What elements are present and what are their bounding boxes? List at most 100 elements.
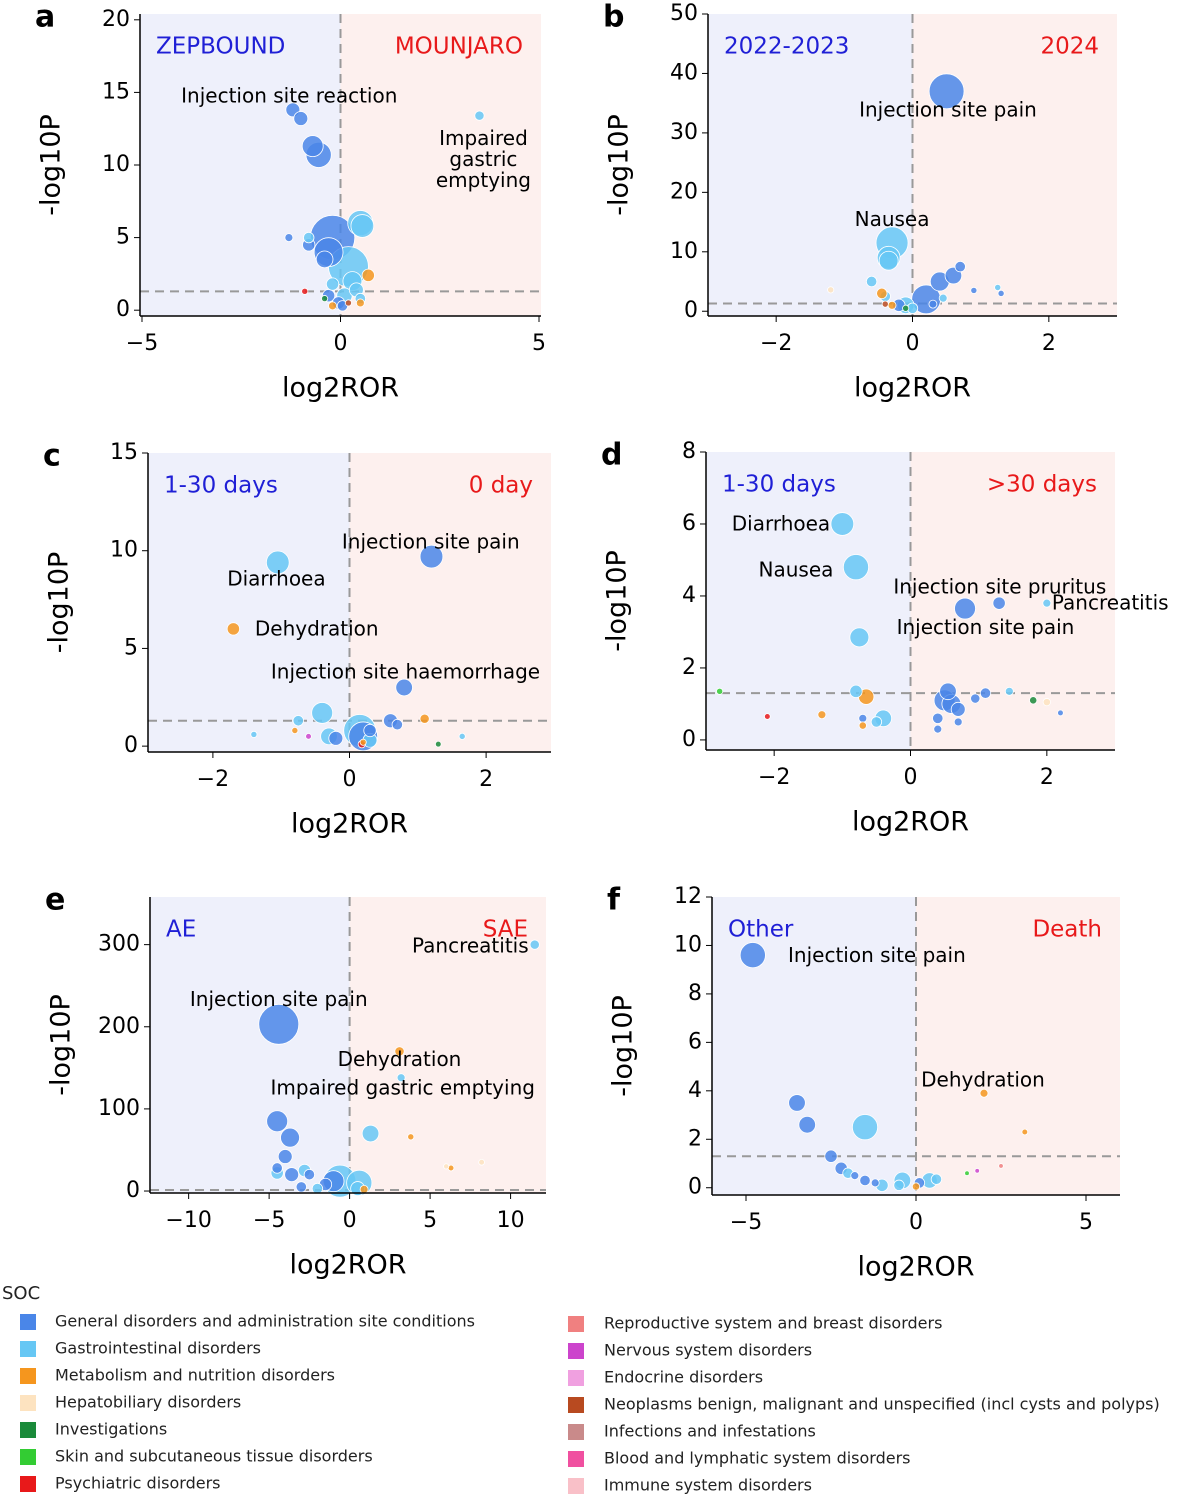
point [325, 277, 340, 291]
point [970, 693, 981, 704]
right-label: SAE [483, 917, 528, 943]
y-axis-label: -log10P [602, 550, 633, 652]
left-region [148, 453, 350, 752]
annotation: Injection site reaction [181, 83, 397, 107]
right-region [349, 897, 546, 1193]
point [395, 678, 413, 697]
legend-label: Reproductive system and breast disorders [604, 1314, 942, 1333]
annotation: Dehydration [338, 1047, 462, 1071]
y-tick-label: 10 [102, 152, 130, 177]
point [830, 512, 855, 536]
point [994, 283, 1002, 291]
x-tick-label: 10 [497, 1208, 525, 1233]
point [851, 1114, 879, 1141]
left-region [140, 14, 341, 316]
point [798, 1115, 816, 1134]
point [277, 1149, 293, 1164]
point [992, 596, 1006, 610]
x-tick-label: −2 [758, 765, 790, 790]
legend-swatch [568, 1451, 584, 1467]
point [954, 597, 976, 620]
legend-label: Neoplasms benign, malignant and unspecif… [604, 1395, 1160, 1414]
point [979, 687, 992, 699]
panel-label: a [35, 0, 55, 35]
y-tick-label: 0 [684, 298, 698, 323]
y-tick-label: 12 [674, 884, 702, 909]
y-tick-label: 6 [688, 1029, 702, 1054]
point [434, 740, 442, 748]
annotation: Injection site pain [788, 943, 966, 967]
annotation: Diarrhoea [732, 512, 830, 536]
legend-swatch [20, 1476, 36, 1492]
point [932, 712, 944, 724]
left-region [708, 14, 913, 316]
point [419, 544, 444, 569]
point [1021, 1128, 1029, 1136]
y-tick-label: 6 [682, 511, 696, 536]
x-tick-label: 2 [479, 767, 493, 792]
y-tick-label: 10 [674, 932, 702, 957]
x-tick-label: 5 [423, 1208, 437, 1233]
y-tick-label: 20 [102, 7, 130, 32]
point [328, 301, 337, 311]
y-tick-label: 200 [98, 1014, 140, 1039]
point [266, 1110, 289, 1133]
panel-label: d [601, 438, 622, 473]
point [859, 1174, 871, 1187]
x-axis-label: log2ROR [282, 373, 399, 404]
annotation: Dehydration [255, 616, 379, 640]
point [258, 1003, 300, 1045]
point [1057, 709, 1064, 717]
point [928, 299, 938, 309]
y-axis-label: -log10P [36, 114, 67, 216]
point [950, 701, 966, 717]
annotation: Nausea [855, 207, 930, 231]
panel-label: b [603, 0, 624, 35]
point [396, 1073, 406, 1083]
right-label: 2024 [1040, 34, 1099, 60]
x-tick-label: 0 [906, 331, 920, 356]
point [938, 293, 948, 303]
legend-swatch [20, 1449, 36, 1465]
point [716, 687, 724, 695]
annotation: Nausea [759, 558, 834, 582]
point [265, 550, 290, 575]
y-tick-label: 0 [682, 727, 696, 752]
annotation: Impaired gastric emptying [270, 1076, 534, 1100]
point [788, 1094, 806, 1112]
right-label: Death [1032, 917, 1102, 943]
point [842, 554, 870, 581]
x-axis-label: log2ROR [857, 1252, 974, 1283]
point [953, 717, 963, 727]
right-label: MOUNJARO [395, 34, 523, 60]
y-axis-label: -log10P [44, 552, 75, 654]
point [295, 1181, 307, 1193]
point [928, 73, 965, 110]
legend-title: SOC [2, 1283, 40, 1304]
panel-label: f [607, 883, 621, 918]
annotation: Pancreatitis [1052, 590, 1169, 614]
legend-label: General disorders and administration sit… [55, 1312, 475, 1331]
legend-label: Skin and subcutaneous tissue disorders [55, 1447, 373, 1466]
point [292, 715, 304, 727]
point [870, 1178, 880, 1188]
point [824, 1149, 838, 1163]
right-label: >30 days [987, 472, 1097, 498]
y-axis-label: -log10P [46, 994, 77, 1096]
y-tick-label: 30 [670, 120, 698, 145]
point [1042, 698, 1051, 707]
right-region [349, 453, 551, 752]
left-label: ZEPBOUND [156, 34, 285, 60]
point [1029, 696, 1038, 705]
legend-swatch [568, 1397, 584, 1413]
left-label: Other [728, 917, 794, 943]
point [858, 713, 868, 723]
x-tick-label: 0 [343, 767, 357, 792]
annotation: Injection site pain [897, 615, 1075, 639]
annotation: Injection site pain [342, 529, 520, 553]
point [301, 135, 324, 158]
legend-label: Investigations [55, 1420, 167, 1439]
legend-swatch [20, 1368, 36, 1384]
point [305, 733, 312, 740]
